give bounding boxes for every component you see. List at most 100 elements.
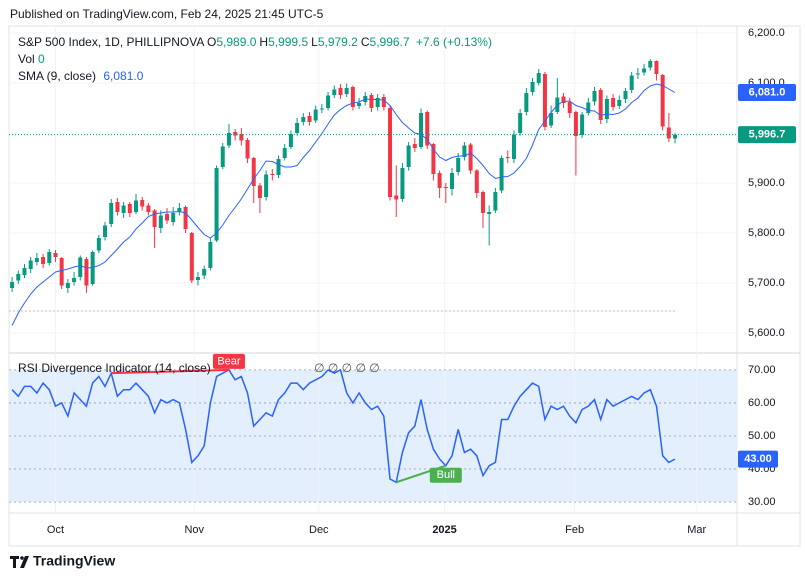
ohlc: O5,989.0 H5,999.5 L5,979.2 C5,996.7 xyxy=(207,35,413,49)
candle-body xyxy=(406,145,411,167)
sma-name: SMA (9, close) xyxy=(18,69,97,83)
candle-body xyxy=(648,61,653,68)
candle-body xyxy=(257,185,262,198)
candle-body xyxy=(152,210,157,227)
candle-body xyxy=(518,113,523,133)
candle-body xyxy=(313,109,318,121)
candle-body xyxy=(195,277,200,280)
candle-body xyxy=(536,73,541,83)
candle-body xyxy=(586,102,591,113)
candle-body xyxy=(245,140,250,159)
candle-body xyxy=(264,174,269,197)
candle-body xyxy=(164,214,169,221)
candle-body xyxy=(437,173,442,188)
candle-body xyxy=(499,158,504,191)
candle-body xyxy=(171,213,176,222)
candle-body xyxy=(103,225,108,237)
candle-body xyxy=(226,133,231,146)
rsi-values: ∅ ∅ ∅ ∅ ∅ xyxy=(314,361,380,375)
candle-body xyxy=(369,95,374,108)
candle-body xyxy=(140,200,145,207)
candle-body xyxy=(10,282,15,288)
candle-body xyxy=(580,114,585,135)
candle-body xyxy=(443,187,448,188)
ohlc-key: O xyxy=(207,35,217,49)
symbol: S&P 500 Index, 1D, PHILLIPNOVA xyxy=(18,35,204,49)
candle-body xyxy=(109,203,114,224)
candle-body xyxy=(22,268,27,275)
candle-body xyxy=(233,132,238,136)
rsi-line xyxy=(11,368,676,484)
x-tick-label: Nov xyxy=(184,524,204,536)
ohlc-value: 5,979.2 xyxy=(317,35,358,49)
rsi-tick-label: 70.00 xyxy=(748,364,776,376)
candle-body xyxy=(65,283,70,288)
rsi-tick-label: 30.00 xyxy=(748,496,776,508)
candle-body xyxy=(456,158,461,172)
divergence-label: Bear xyxy=(217,355,241,367)
candle-body xyxy=(431,144,436,174)
candle-body xyxy=(177,208,182,212)
x-tick-label: Dec xyxy=(309,524,329,536)
divergence-label: Bull xyxy=(437,469,455,481)
sma-line xyxy=(11,83,676,326)
candle-body xyxy=(592,91,597,102)
candle-body xyxy=(549,113,554,126)
candle-body xyxy=(115,202,120,212)
candle-body xyxy=(381,97,386,107)
rsi-tick-label: 50.00 xyxy=(748,430,776,442)
vol-key: Vol xyxy=(18,52,35,66)
frame xyxy=(8,25,801,547)
volume-legend: Vol 0 xyxy=(18,52,45,66)
candle-body xyxy=(493,192,498,211)
candle-body xyxy=(573,112,578,136)
candle-body xyxy=(598,90,603,120)
candle-body xyxy=(121,205,126,213)
sma-legend: SMA (9, close) 6,081.0 xyxy=(18,69,143,83)
candle-body xyxy=(468,144,473,171)
sma-label: 6,081.0 xyxy=(749,86,786,98)
sma-label-box xyxy=(738,84,796,101)
candle-body xyxy=(350,87,355,107)
candle-body xyxy=(90,252,95,284)
logo xyxy=(10,556,29,568)
rsi-band xyxy=(9,369,737,503)
brand: TradingView xyxy=(33,553,115,569)
divergence-label-box xyxy=(212,353,245,369)
candle-body xyxy=(604,99,609,119)
candle-body xyxy=(666,127,671,139)
ohlc-value: 5,999.5 xyxy=(268,35,309,49)
candle-body xyxy=(635,73,640,75)
y-tick-label: 5,700.0 xyxy=(748,277,785,289)
candle-body xyxy=(567,102,572,113)
candle-body xyxy=(301,117,306,122)
candle-body xyxy=(307,116,312,122)
candle-body xyxy=(474,170,479,193)
y-tick-label: 6,200.0 xyxy=(748,27,785,39)
candle-body xyxy=(542,74,547,127)
rsi-label-box xyxy=(738,450,778,468)
ohlc-key: C xyxy=(360,35,370,49)
candle-body xyxy=(375,98,380,107)
candle-body xyxy=(344,88,349,94)
x-tick-label: Oct xyxy=(47,524,64,536)
candle-body xyxy=(72,278,77,282)
candle-body xyxy=(276,159,281,175)
price-label: 5,996.7 xyxy=(749,129,786,141)
candle-body xyxy=(462,145,467,157)
candle-body xyxy=(295,123,300,133)
change: +7.6 (+0.13%) xyxy=(415,35,492,49)
rsi-name: RSI Divergence Indicator (14, close) xyxy=(18,361,211,375)
candle-body xyxy=(642,68,647,73)
candle-body xyxy=(388,108,393,197)
candle-body xyxy=(239,134,244,141)
candle-body xyxy=(319,108,324,110)
candle-body xyxy=(251,158,256,186)
candle-body xyxy=(16,274,21,281)
candle-body xyxy=(41,257,46,264)
price-label-box xyxy=(738,126,796,144)
candle-body xyxy=(53,253,58,257)
candle-body xyxy=(505,157,510,158)
